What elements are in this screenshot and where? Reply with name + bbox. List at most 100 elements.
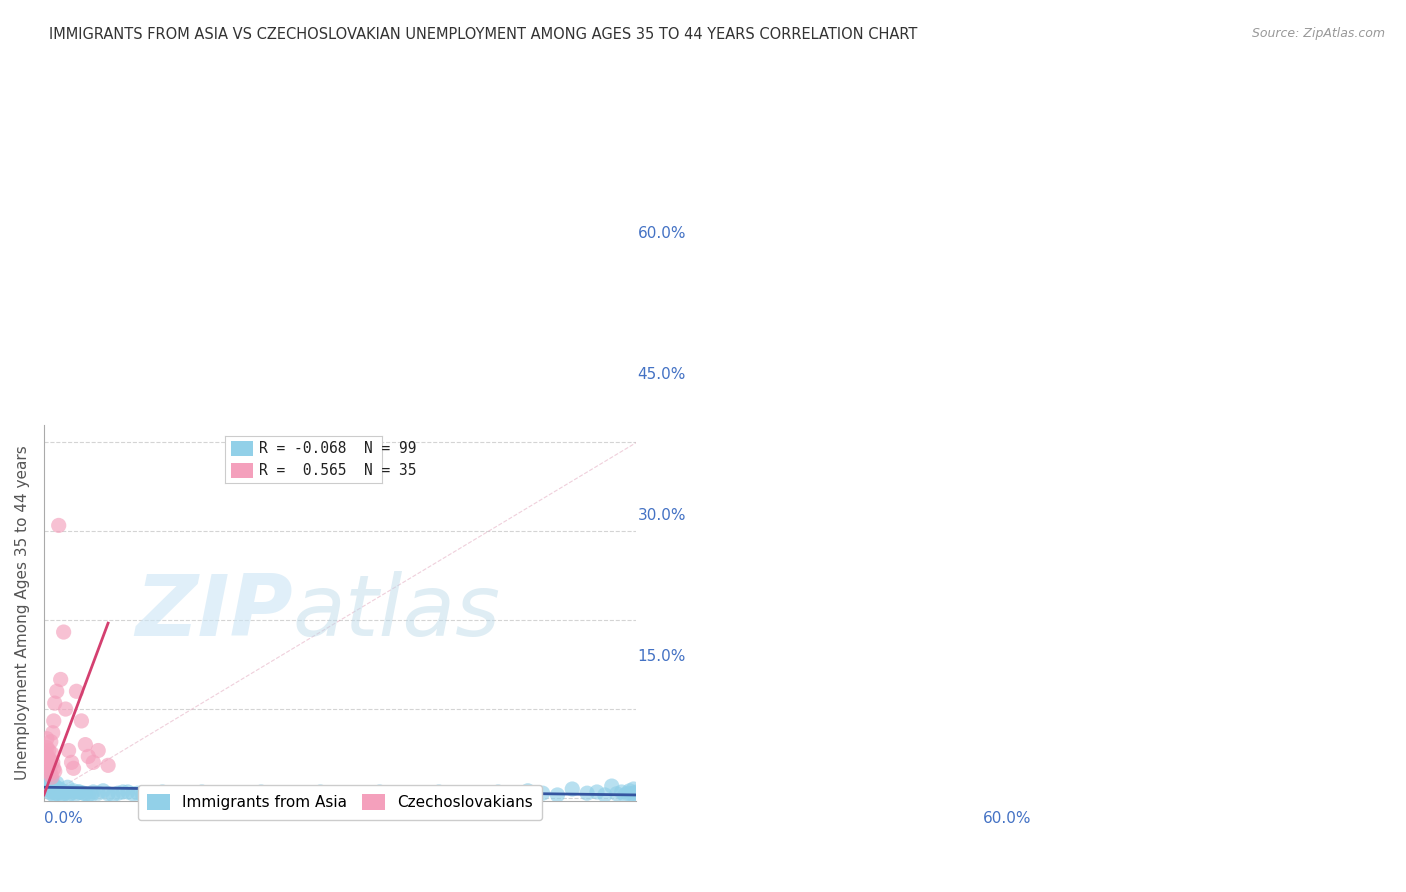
Point — [46, 787, 69, 801]
Point — [101, 788, 124, 802]
Point — [250, 785, 273, 799]
Point — [48, 782, 70, 797]
Point — [593, 788, 616, 802]
Point — [52, 788, 75, 802]
Point — [172, 788, 194, 802]
Point — [67, 785, 90, 799]
Point — [42, 788, 65, 802]
Text: 30.0%: 30.0% — [638, 508, 686, 524]
Point — [37, 774, 59, 789]
Point — [35, 770, 58, 784]
Point — [413, 786, 436, 800]
Point — [309, 785, 332, 799]
Point — [42, 756, 65, 770]
Point — [44, 784, 66, 798]
Point — [111, 785, 134, 799]
Point — [457, 788, 479, 802]
Y-axis label: Unemployment Among Ages 35 to 44 years: Unemployment Among Ages 35 to 44 years — [15, 445, 30, 780]
Point — [49, 784, 72, 798]
Point — [38, 758, 60, 772]
Point — [87, 786, 110, 800]
Point — [620, 787, 643, 801]
Point — [97, 758, 120, 772]
Point — [131, 788, 153, 802]
Point — [35, 731, 58, 746]
Point — [38, 778, 60, 792]
Point — [75, 738, 97, 752]
Point — [62, 784, 84, 798]
Point — [52, 625, 75, 640]
Point — [502, 787, 524, 801]
Point — [38, 784, 60, 798]
Point — [34, 773, 56, 788]
Point — [49, 673, 72, 687]
Point — [60, 786, 83, 800]
Point — [51, 784, 73, 798]
Point — [39, 776, 62, 790]
Point — [35, 767, 58, 781]
Point — [42, 714, 65, 728]
Point — [44, 764, 66, 779]
Point — [55, 702, 77, 716]
Point — [80, 788, 103, 802]
Point — [398, 788, 420, 802]
Point — [41, 780, 63, 795]
Point — [117, 785, 139, 799]
Point — [384, 787, 406, 801]
Point — [606, 787, 628, 801]
Point — [48, 785, 70, 799]
Point — [127, 786, 149, 800]
Text: 60.0%: 60.0% — [983, 812, 1032, 826]
Point — [60, 756, 83, 770]
Point — [35, 779, 58, 793]
Point — [586, 785, 609, 799]
Text: 45.0%: 45.0% — [638, 368, 686, 383]
Point — [600, 779, 623, 793]
Point — [52, 786, 75, 800]
Point — [41, 770, 63, 784]
Point — [616, 786, 638, 800]
Point — [45, 776, 67, 790]
Point — [472, 786, 495, 800]
Point — [38, 764, 60, 779]
Point — [235, 786, 257, 800]
Point — [38, 772, 60, 786]
Text: 15.0%: 15.0% — [638, 649, 686, 665]
Point — [623, 782, 645, 797]
Point — [77, 749, 100, 764]
Point — [35, 747, 58, 761]
Point — [516, 784, 538, 798]
Point — [280, 788, 302, 802]
Point — [610, 785, 633, 799]
Point — [221, 788, 243, 802]
Legend: Immigrants from Asia, Czechoslovakians: Immigrants from Asia, Czechoslovakians — [138, 785, 543, 820]
Text: Source: ZipAtlas.com: Source: ZipAtlas.com — [1251, 27, 1385, 40]
Point — [87, 743, 110, 757]
Point — [38, 780, 60, 795]
Text: ZIP: ZIP — [135, 571, 292, 655]
Point — [39, 767, 62, 781]
Point — [97, 787, 120, 801]
Point — [56, 780, 79, 795]
Point — [613, 788, 636, 802]
Point — [531, 786, 554, 800]
Point — [626, 785, 648, 799]
Point — [45, 780, 67, 795]
Point — [354, 786, 377, 800]
Point — [48, 518, 70, 533]
Point — [191, 785, 214, 799]
Point — [82, 785, 104, 799]
Point — [323, 787, 346, 801]
Point — [38, 743, 60, 757]
Point — [62, 761, 84, 775]
Point — [294, 786, 316, 800]
Point — [55, 785, 77, 799]
Point — [37, 782, 59, 797]
Point — [39, 734, 62, 748]
Point — [39, 786, 62, 800]
Point — [152, 785, 174, 799]
Point — [45, 684, 67, 698]
Text: IMMIGRANTS FROM ASIA VS CZECHOSLOVAKIAN UNEMPLOYMENT AMONG AGES 35 TO 44 YEARS C: IMMIGRANTS FROM ASIA VS CZECHOSLOVAKIAN … — [49, 27, 918, 42]
Point — [58, 743, 80, 757]
Point — [44, 779, 66, 793]
